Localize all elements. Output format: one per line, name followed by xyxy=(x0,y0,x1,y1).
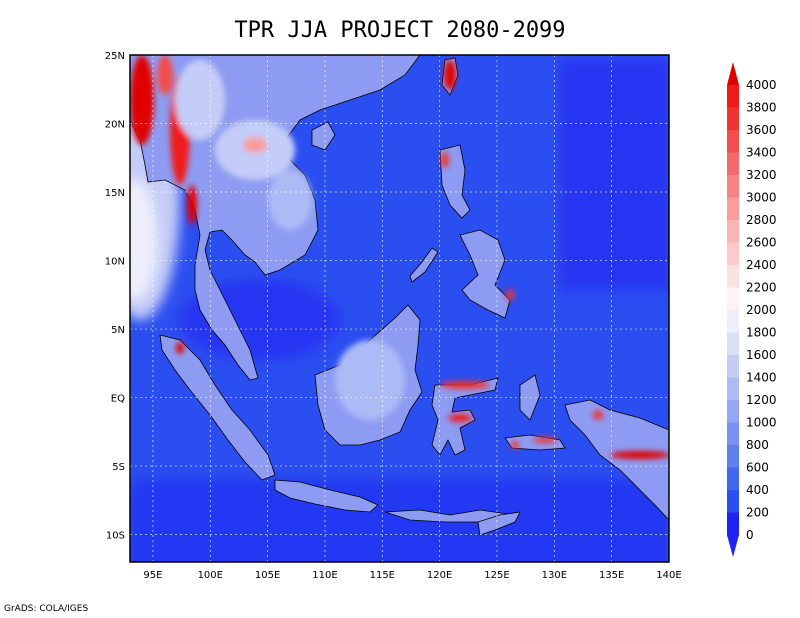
colorbar-segment xyxy=(727,265,739,288)
colorbar-segment xyxy=(727,107,739,130)
x-tick-label: 115E xyxy=(370,570,395,581)
y-tick-label: 20N xyxy=(105,120,125,131)
colorbar-segment xyxy=(727,220,739,243)
palawan-island xyxy=(409,247,439,283)
x-tick-label: 125E xyxy=(484,570,509,581)
colorbar-label: 2800 xyxy=(746,213,777,227)
timor-island xyxy=(477,511,521,536)
map-frame xyxy=(129,54,670,563)
philippines-south xyxy=(459,229,511,319)
credit-text: GrADS: COLA/IGES xyxy=(4,604,89,614)
colorbar-segment xyxy=(727,467,739,490)
colorbar-label: 3800 xyxy=(746,101,777,115)
y-tick-label: 10S xyxy=(106,531,125,542)
y-tick-label: 10N xyxy=(105,257,125,268)
colorbar-label: 200 xyxy=(746,506,769,520)
precipitation-field xyxy=(130,55,669,459)
colorbar-label: 4000 xyxy=(746,78,777,92)
sumatra-island xyxy=(159,334,276,481)
colorbar-segment xyxy=(727,445,739,468)
colorbar-max-arrow xyxy=(727,62,739,85)
colorbar-label: 1600 xyxy=(746,348,777,362)
x-tick-label: 130E xyxy=(542,570,567,581)
colorbar-segment xyxy=(727,85,739,108)
y-tick-label: 25N xyxy=(105,51,125,62)
x-tick-label: 100E xyxy=(198,570,223,581)
colorbar-label: 2200 xyxy=(746,281,777,295)
y-tick-label: 15N xyxy=(105,188,125,199)
new-guinea-island xyxy=(564,399,669,521)
colorbar-segment xyxy=(727,130,739,153)
colorbar-segment xyxy=(727,310,739,333)
colorbar-segment xyxy=(727,242,739,265)
colorbar-segment xyxy=(727,490,739,513)
colorbar-segment xyxy=(727,152,739,175)
x-tick-label: 135E xyxy=(599,570,624,581)
colorbar-segment xyxy=(727,422,739,445)
colorbar-segment xyxy=(727,332,739,355)
x-tick-label: 110E xyxy=(312,570,337,581)
x-tick-label: 120E xyxy=(427,570,452,581)
colorbar-label: 2000 xyxy=(746,303,777,317)
colorbar-segment xyxy=(727,175,739,198)
colorbar-label: 3600 xyxy=(746,123,777,137)
colorbar-label: 3000 xyxy=(746,191,777,205)
colorbar-segment xyxy=(727,512,739,535)
colorbar-label: 3400 xyxy=(746,146,777,160)
y-tick-label: 5S xyxy=(112,462,125,473)
colorbar-min-arrow xyxy=(727,535,739,557)
longitude-axis: 95E 100E 105E 110E 115E 120E 125E 130E 135E 140E xyxy=(143,570,681,581)
colorbar-label: 1800 xyxy=(746,326,777,340)
java-island xyxy=(274,479,379,513)
colorbar-label: 2600 xyxy=(746,236,777,250)
colorbar-label: 3200 xyxy=(746,168,777,182)
colorbar-label: 1400 xyxy=(746,371,777,385)
x-tick-label: 140E xyxy=(656,570,681,581)
colorbar-label: 800 xyxy=(746,438,769,452)
colorbar-segment xyxy=(727,377,739,400)
colorbar-label: 2400 xyxy=(746,258,777,272)
y-tick-label: 5N xyxy=(111,325,125,336)
colorbar-label: 1000 xyxy=(746,416,777,430)
colorbar: 0 200 400 600 800 1000 1200 1400 1600 1800 2000 220… xyxy=(727,62,777,557)
y-tick-label: EQ xyxy=(111,394,125,405)
colorbar-label: 400 xyxy=(746,483,769,497)
x-tick-label: 95E xyxy=(143,570,162,581)
colorbar-segment xyxy=(727,197,739,220)
colorbar-label: 1200 xyxy=(746,393,777,407)
x-tick-label: 105E xyxy=(255,570,280,581)
colorbar-segment xyxy=(727,355,739,378)
colorbar-label: 0 xyxy=(746,528,754,542)
colorbar-segment xyxy=(727,287,739,310)
map-title: TPR JJA PROJECT 2080-2099 xyxy=(234,18,566,43)
colorbar-segment xyxy=(727,400,739,423)
latitude-axis: 25N 20N 15N 10N 5N EQ 5S 10S xyxy=(105,51,125,542)
colorbar-label: 600 xyxy=(746,461,769,475)
